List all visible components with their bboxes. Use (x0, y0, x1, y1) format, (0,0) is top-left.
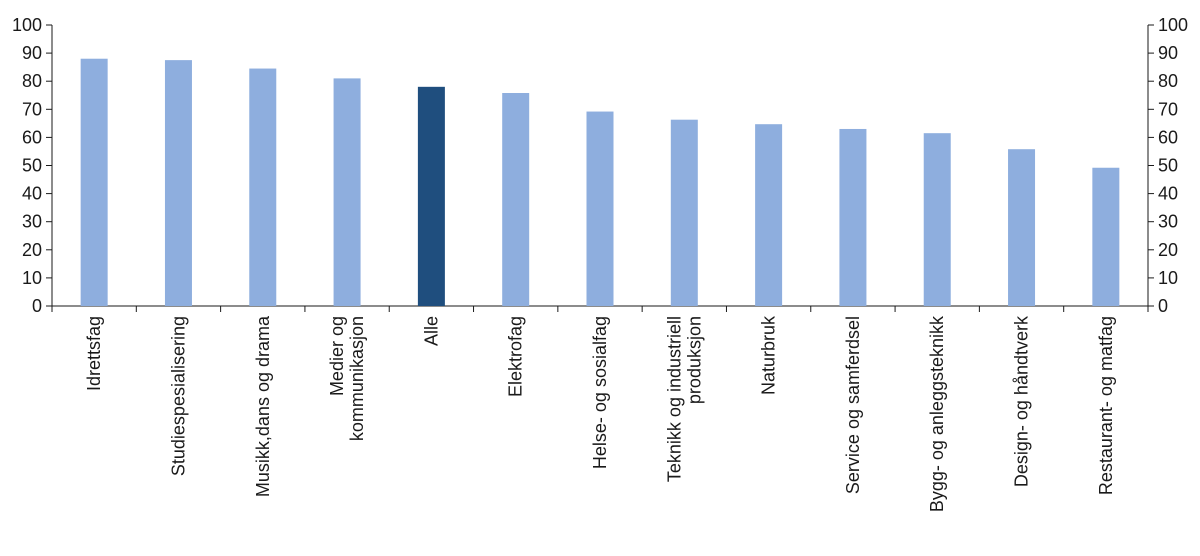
y-tick-label-right: 50 (1158, 156, 1178, 176)
category-label: Elektrofag (506, 316, 526, 397)
category-label: Bygg- og anleggsteknikk (927, 315, 947, 512)
category-label: Studiespesialisering (168, 316, 188, 476)
category-label: Alle (421, 316, 441, 346)
category-label: Helse- og sosialfag (590, 316, 610, 469)
bar (839, 128, 867, 306)
bar (249, 68, 277, 307)
bar (1008, 149, 1036, 306)
category-label: produksjon (684, 316, 704, 404)
y-tick-label-right: 60 (1158, 127, 1178, 147)
bar (333, 78, 361, 306)
bar (923, 133, 951, 306)
bar (755, 124, 783, 307)
bar (164, 60, 192, 306)
y-tick-label-right: 20 (1158, 240, 1178, 260)
y-tick-label-right: 100 (1158, 15, 1188, 35)
category-label: Idrettsfag (84, 316, 104, 391)
chart-category-labels: Idrettsfag Studiespesialisering Musikk,dan… (84, 315, 1116, 512)
category-label: Medier og (327, 316, 347, 396)
category-label: Teknikk og industriell (664, 316, 684, 482)
category-label: kommunikasjon (347, 316, 367, 441)
y-tick-label-left: 40 (22, 184, 42, 204)
category-label: Naturbruk (759, 315, 779, 395)
y-tick-label-left: 30 (22, 212, 42, 232)
y-tick-label-right: 80 (1158, 71, 1178, 91)
chart-bars (80, 58, 1120, 307)
bar (80, 58, 108, 306)
y-tick-label-right: 10 (1158, 268, 1178, 288)
bar (502, 93, 530, 306)
category-label: Service og samferdsel (843, 316, 863, 494)
y-tick-label-right: 30 (1158, 212, 1178, 232)
y-tick-label-left: 10 (22, 268, 42, 288)
bar (417, 86, 445, 306)
category-label: Musikk,dans og drama (253, 315, 273, 497)
y-tick-label-left: 80 (22, 71, 42, 91)
y-tick-label-left: 90 (22, 43, 42, 63)
y-tick-label-left: 70 (22, 99, 42, 119)
category-label: Design- og håndtverk (1012, 315, 1032, 487)
bar (670, 119, 698, 307)
y-tick-label-right: 40 (1158, 184, 1178, 204)
bar (586, 111, 614, 306)
y-tick-label-left: 20 (22, 240, 42, 260)
y-tick-label-left: 60 (22, 127, 42, 147)
y-tick-label-left: 50 (22, 156, 42, 176)
y-tick-label-right: 90 (1158, 43, 1178, 63)
y-tick-label-left: 0 (32, 296, 42, 316)
chart-y-ticks: 0 0 10 10 20 20 30 30 40 40 50 50 60 60 70 70 80 80 90 90 10… (12, 15, 1188, 316)
y-tick-label-right: 70 (1158, 99, 1178, 119)
category-label: Restaurant- og matfag (1096, 316, 1116, 495)
y-tick-label-left: 100 (12, 15, 42, 35)
y-tick-label-right: 0 (1158, 296, 1168, 316)
bar (1092, 167, 1120, 306)
